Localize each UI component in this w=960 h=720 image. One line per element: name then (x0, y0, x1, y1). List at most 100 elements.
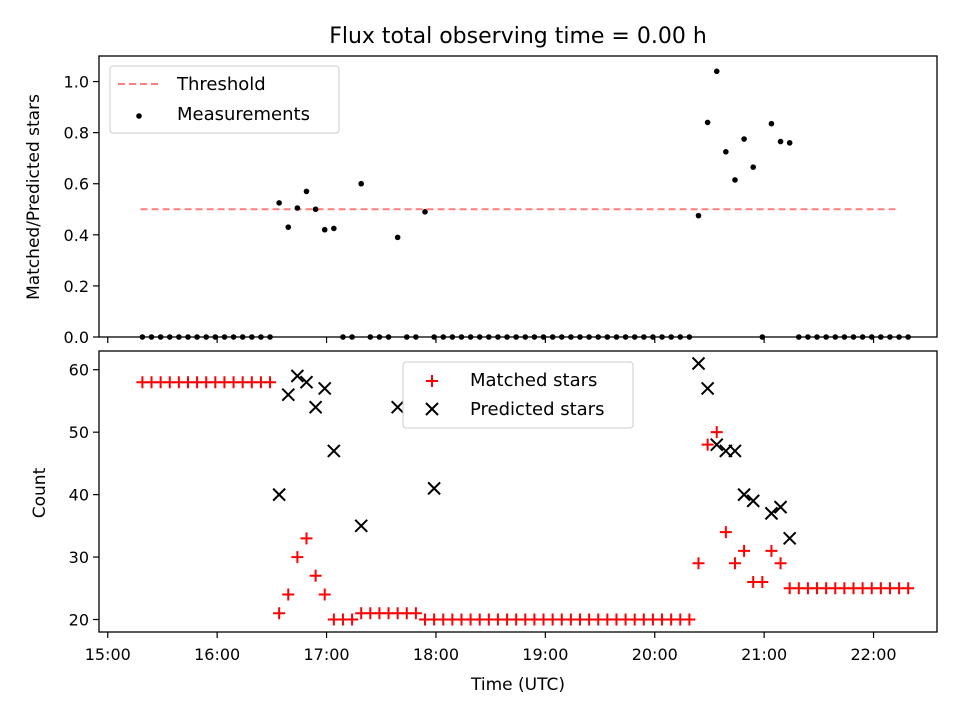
measurements-point (230, 334, 237, 340)
measurements-point (331, 225, 337, 232)
measurements-point (294, 205, 301, 211)
measurements-point (850, 334, 857, 340)
measurements-point (750, 164, 757, 170)
predicted-stars-point (728, 444, 742, 458)
matched-stars-point (710, 426, 723, 439)
measurements-point (677, 334, 684, 340)
measurements-point (695, 212, 702, 219)
bottom-ytick-label: 60 (69, 361, 89, 380)
measurements-point (385, 334, 392, 340)
bottom-xtick-label: 17:00 (303, 645, 349, 664)
bottom-y-ticks: 20 30 40 50 60 (69, 361, 99, 630)
measurements-point (641, 334, 647, 340)
legend-threshold-label: Threshold (176, 74, 266, 95)
matched-stars-point (409, 607, 422, 620)
measurements-point (713, 68, 720, 75)
bottom-y-axis-label: Count (30, 467, 50, 518)
bottom-ytick-label: 50 (69, 423, 89, 442)
matched-stars-point (309, 569, 322, 582)
bottom-x-ticks: 15:00 16:00 17:00 18:00 19:00 20:00 21:00 22:00 (85, 632, 897, 664)
predicted-stars-point (299, 375, 314, 389)
measurements-point (276, 200, 282, 206)
measurements-point (312, 206, 319, 213)
bottom-xtick-label: 20:00 (632, 645, 678, 664)
measurements-point (194, 334, 200, 340)
matched-stars-point (765, 544, 778, 557)
legend-matched-swatch (426, 375, 438, 387)
measurements-point (148, 334, 155, 340)
measurements-point (203, 334, 210, 340)
measurements-point (577, 334, 583, 340)
predicted-stars-point (764, 506, 779, 521)
bottom-axes-frame (98, 350, 938, 633)
predicted-stars-point (354, 519, 368, 533)
bottom-panel-counts: 20 30 40 50 60 15:00 16:00 17:00 18:00 19:00 20:0… (30, 350, 938, 695)
measurements-point (586, 334, 592, 340)
top-marks (139, 68, 911, 340)
measurements-point (221, 334, 228, 340)
figure-title: Flux total observing time = 0.00 h (329, 24, 707, 49)
measurements-point (741, 136, 747, 142)
matched-stars-point (683, 613, 696, 626)
top-ytick-label: 0.2 (64, 277, 89, 296)
matched-stars-point (346, 613, 359, 626)
legend-matched-label: Matched stars (470, 370, 597, 391)
top-x-ticks (107, 337, 875, 343)
measurements-point (549, 334, 556, 340)
measurements-point (832, 334, 839, 340)
bottom-xtick-label: 21:00 (741, 645, 787, 664)
predicted-stars-point (327, 444, 341, 458)
measurements-point (422, 209, 428, 215)
legend-predicted-label: Predicted stars (470, 399, 604, 420)
measurements-point (622, 334, 629, 340)
measurements-point (878, 334, 884, 340)
measurements-point (449, 334, 456, 340)
measurements-point (704, 119, 711, 126)
bottom-marks (136, 356, 915, 626)
measurements-point (321, 226, 328, 233)
measurements-point (568, 334, 574, 340)
measurements-point (166, 334, 173, 340)
bottom-xtick-label: 15:00 (85, 645, 131, 664)
measurements-point (814, 334, 820, 340)
measurements-point (896, 334, 902, 340)
legend-measurements-label: Measurements (177, 104, 310, 125)
predicted-stars-point (427, 481, 441, 496)
measurements-point (248, 334, 255, 340)
measurements-point (440, 334, 447, 340)
predicted-stars-point (746, 494, 760, 508)
measurements-point (376, 334, 383, 340)
bottom-ytick-label: 40 (69, 486, 89, 505)
top-panel-ratio: 0.0 0.2 0.4 0.6 0.8 1.0 Matched/Predicted sta… (24, 55, 938, 347)
top-legend-box (109, 65, 340, 134)
measurements-point (513, 334, 519, 340)
measurements-point (768, 120, 775, 127)
legend-measurements-swatch (136, 113, 142, 119)
measurements-point (604, 334, 611, 340)
measurements-point (887, 334, 893, 340)
matched-stars-point (291, 551, 304, 564)
bottom-xtick-label: 19:00 (522, 645, 568, 664)
matched-stars-point (273, 607, 286, 620)
bottom-legend-box (402, 361, 634, 429)
matched-stars-point (264, 376, 277, 389)
bottom-ytick-label: 30 (69, 548, 89, 567)
top-ytick-label: 0.4 (64, 226, 89, 245)
predicted-stars-point (700, 381, 715, 396)
predicted-stars-point (308, 400, 323, 414)
measurements-point (486, 334, 492, 340)
measurements-point (795, 334, 802, 340)
measurements-point (394, 234, 401, 241)
top-y-axis-label: Matched/Predicted stars (24, 94, 44, 300)
measurements-point (686, 334, 693, 340)
measurements-point (859, 334, 866, 340)
matched-stars-point (738, 544, 751, 557)
matched-stars-point (719, 526, 732, 539)
matched-stars-point (300, 532, 313, 545)
matched-stars-point (756, 576, 769, 589)
predicted-stars-point (281, 388, 295, 402)
measurements-point (805, 334, 811, 340)
measurements-point (495, 334, 501, 340)
measurements-point (340, 334, 346, 340)
